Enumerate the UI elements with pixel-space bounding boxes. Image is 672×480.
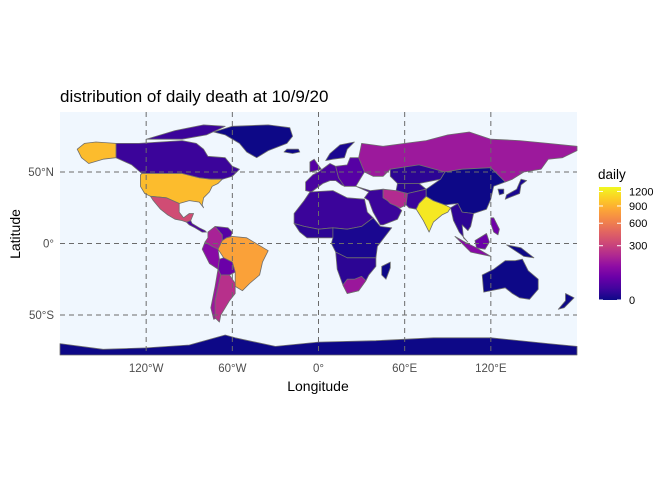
x-axis-title: Longitude — [287, 378, 349, 394]
region-australia — [481, 258, 539, 300]
legend-tick-label: 1200 — [629, 186, 653, 198]
legend-tick-label: 600 — [629, 218, 647, 230]
region-new-zealand — [557, 293, 575, 310]
region-europe-west — [305, 163, 345, 193]
region-argentina — [214, 274, 236, 323]
legend-tick-label: 300 — [629, 241, 647, 253]
x-tick-label: 0° — [313, 363, 324, 375]
y-tick-label: 0° — [43, 239, 54, 251]
x-tick-label: 120°W — [129, 363, 164, 375]
region-antarctica — [59, 334, 578, 356]
legend-tick-label: 0 — [629, 295, 635, 307]
legend-ticks: 0 300 600 900 1200 — [599, 186, 653, 307]
region-korea — [497, 188, 505, 196]
region-canadian-arctic — [145, 124, 226, 140]
region-iran — [382, 188, 408, 209]
region-russia — [358, 131, 578, 183]
y-tick-label: 50°S — [29, 310, 54, 322]
x-axis-ticks: 120°W 60°W 0° 60°E 120°E — [129, 363, 507, 375]
y-axis-ticks: 50°N 0° 50°S — [28, 167, 54, 322]
land-layer — [59, 124, 578, 356]
y-tick-label: 50°N — [28, 167, 54, 179]
color-legend: daily 0 300 600 900 1200 — [598, 167, 653, 307]
region-japan — [504, 178, 528, 200]
region-china — [425, 167, 506, 214]
region-madagascar — [381, 261, 391, 280]
region-greenland — [213, 124, 293, 159]
legend-colorbar — [599, 187, 621, 300]
x-tick-label: 120°E — [475, 363, 507, 375]
x-tick-label: 60°E — [392, 363, 417, 375]
region-south-africa — [342, 276, 367, 294]
graticule — [60, 112, 577, 355]
y-axis-title: Latitude — [7, 209, 23, 259]
region-southeast-asia — [450, 203, 474, 243]
region-india — [415, 195, 451, 233]
region-central-america — [186, 220, 207, 233]
region-alaska — [76, 141, 117, 164]
region-new-guinea — [506, 244, 535, 259]
legend-title: daily — [598, 167, 626, 182]
chart-title: distribution of daily death at 10/9/20 — [60, 87, 328, 106]
legend-tick-label: 900 — [629, 201, 647, 213]
region-borneo — [474, 233, 490, 250]
region-peru — [201, 241, 220, 270]
x-tick-label: 60°W — [218, 363, 246, 375]
map-panel — [59, 112, 578, 356]
region-scandinavia — [325, 141, 355, 161]
region-iceland — [283, 148, 301, 154]
